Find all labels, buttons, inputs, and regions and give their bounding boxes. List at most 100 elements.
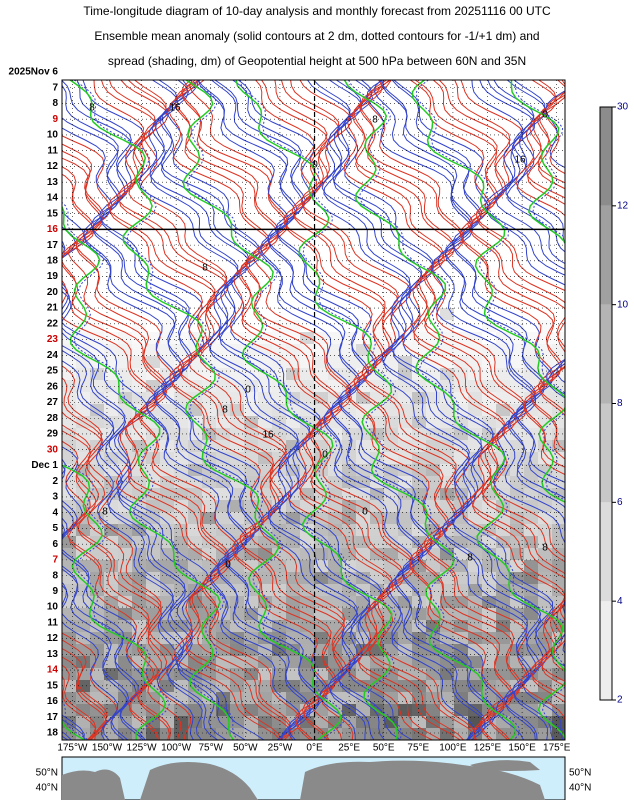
shade-cell [216,656,230,668]
shade-cell [76,608,90,620]
shade-cell [230,704,244,716]
contour-line [359,80,565,687]
shade-cell [118,560,132,572]
y-tick-label: 4 [52,507,58,518]
shade-cell [468,512,482,524]
contour-line [100,80,335,740]
shade-cell [454,644,468,656]
shade-cell [524,716,538,728]
shade-cell [286,416,300,428]
shade-cell [356,668,370,680]
shade-cell [174,728,188,740]
shade-cell [482,692,496,704]
shade-cell [160,632,174,644]
shade-cell [314,704,328,716]
colorbar-segment [600,304,612,404]
colorbar-label: 12 [617,200,629,211]
shade-cell [356,728,370,740]
shade-cell [356,500,370,512]
shade-cell [510,320,524,332]
shade-cell [244,560,258,572]
contour-line [62,517,130,740]
colorbar-label: 2 [617,695,623,706]
shade-cell [258,728,272,740]
shade-cell [118,596,132,608]
shade-cell [454,596,468,608]
shade-cell [356,560,370,572]
colorbar-label: 10 [617,299,629,310]
shade-cell [188,536,202,548]
shade-cell [300,392,314,404]
y-tick-label: 20 [47,287,59,298]
shade-cell [510,656,524,668]
shade-cell [258,692,272,704]
shade-cell [398,500,412,512]
shade-cell [412,608,426,620]
shade-cell [524,512,538,524]
shade-cell [118,728,132,740]
shade-cell [118,368,132,380]
shade-cell [468,524,482,536]
shade-cell [370,344,384,356]
shade-cell [370,716,384,728]
shade-cell [146,536,160,548]
map-lat-label: 40°N [569,783,591,794]
shade-cell [454,584,468,596]
shade-cell [104,344,118,356]
shade-cell [538,716,552,728]
shade-cell [398,596,412,608]
shade-cell [510,356,524,368]
contour-line [62,135,302,740]
shade-cell [552,608,565,620]
shade-cell [524,704,538,716]
shade-cell [384,524,398,536]
shade-cell [216,476,230,488]
y-tick-label: 13 [47,177,59,188]
shade-cell [104,404,118,416]
colorbar-segment [600,205,612,305]
y-tick-label: 22 [47,318,59,329]
shade-cell [510,584,524,596]
shade-cell [160,416,174,428]
contour-line [432,80,565,460]
shade-cell [244,668,258,680]
shade-cell [90,488,104,500]
y-tick-label: 15 [47,208,59,219]
contour-label: 8 [542,543,548,554]
shade-cell [342,416,356,428]
shade-cell [244,716,258,728]
contour-label: 8 [467,553,473,564]
shade-cell [62,728,76,740]
contour-line [62,84,311,740]
shade-cell [454,572,468,584]
colorbar-segment [600,107,612,206]
shade-cell [426,560,440,572]
shade-cell [160,620,174,632]
contour-line [527,80,565,205]
contour-line [0,80,8,740]
contour-line [62,127,302,740]
shade-cell [496,356,510,368]
shade-cell [300,500,314,512]
contours [0,80,565,740]
shade-cell [258,404,272,416]
shade-cell [328,476,342,488]
shade-cell [132,716,146,728]
shade-cell [132,380,146,392]
shade-cell [174,692,188,704]
shade-cell [188,512,202,524]
shade-cell [230,512,244,524]
shade-cell [258,716,272,728]
shade-cell [510,476,524,488]
shade-cell [454,440,468,452]
shade-cell [62,620,76,632]
shade-cell [398,680,412,692]
shade-cell [244,404,258,416]
shade-cell [370,332,384,344]
contour-line [255,80,505,740]
shade-cell [482,320,496,332]
shade-cell [300,584,314,596]
shade-cell [286,404,300,416]
shade-cell [300,536,314,548]
shade-cell [328,572,342,584]
